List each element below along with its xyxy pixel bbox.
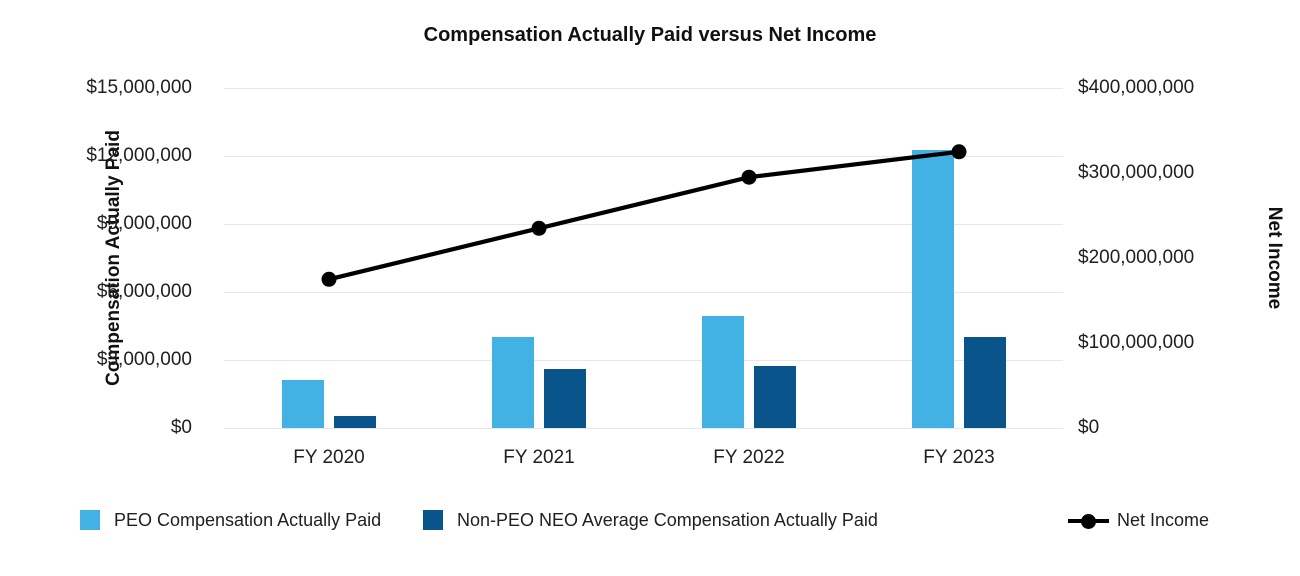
left-axis-tick-label: $15,000,000 [86, 77, 192, 98]
right-axis-tick-label: $0 [1078, 417, 1100, 438]
gridline [224, 156, 1063, 157]
x-axis-label: FY 2023 [923, 447, 995, 468]
right-axis-tick-label: $300,000,000 [1078, 162, 1195, 183]
x-axis-label: FY 2020 [293, 447, 365, 468]
net-income-marker [321, 271, 337, 287]
legend-marker-net-income-icon [1081, 514, 1096, 529]
net-income-line [328, 149, 960, 282]
non-peo-bar [544, 369, 586, 428]
left-axis-tick-label: $3,000,000 [96, 349, 192, 370]
left-axis-tick-label: $0 [170, 417, 192, 438]
net-income-line-layer [321, 144, 967, 287]
gridline [224, 292, 1063, 293]
net-income-marker [951, 144, 967, 160]
right-axis-title: Net Income [1264, 206, 1285, 310]
non-peo-bar [754, 366, 796, 428]
net-income-marker [531, 220, 547, 236]
right-axis-tick-label: $400,000,000 [1078, 77, 1195, 98]
x-axis-label: FY 2022 [713, 447, 785, 468]
legend-label-non-peo: Non-PEO NEO Average Compensation Actuall… [457, 510, 878, 530]
right-axis-tick-label: $200,000,000 [1078, 247, 1195, 268]
peo-bar [282, 380, 324, 428]
gridline [224, 360, 1063, 361]
peo-bar [492, 337, 534, 428]
gridline [224, 88, 1063, 89]
peo-bar [702, 316, 744, 428]
legend-label-peo: PEO Compensation Actually Paid [114, 510, 382, 530]
left-axis-tick-label: $6,000,000 [96, 281, 192, 302]
left-axis-tick-label: $9,000,000 [96, 213, 192, 234]
legend-swatch-non-peo [423, 510, 443, 530]
plot-area [224, 88, 1063, 429]
non-peo-bar [334, 416, 376, 428]
left-axis-tick-label: $12,000,000 [86, 145, 192, 166]
non-peo-bar [964, 337, 1006, 428]
right-axis-tick-label: $100,000,000 [1078, 332, 1195, 353]
legend-swatch-peo [80, 510, 100, 530]
peo-bar [912, 150, 954, 428]
gridline [224, 428, 1063, 429]
x-axis-label: FY 2021 [503, 447, 575, 468]
legend-label-net-income: Net Income [1117, 510, 1210, 530]
gridline [224, 224, 1063, 225]
chart-title: Compensation Actually Paid versus Net In… [423, 24, 877, 46]
left-axis-title: Compensation Actually Paid [103, 130, 124, 386]
net-income-marker [741, 169, 757, 185]
